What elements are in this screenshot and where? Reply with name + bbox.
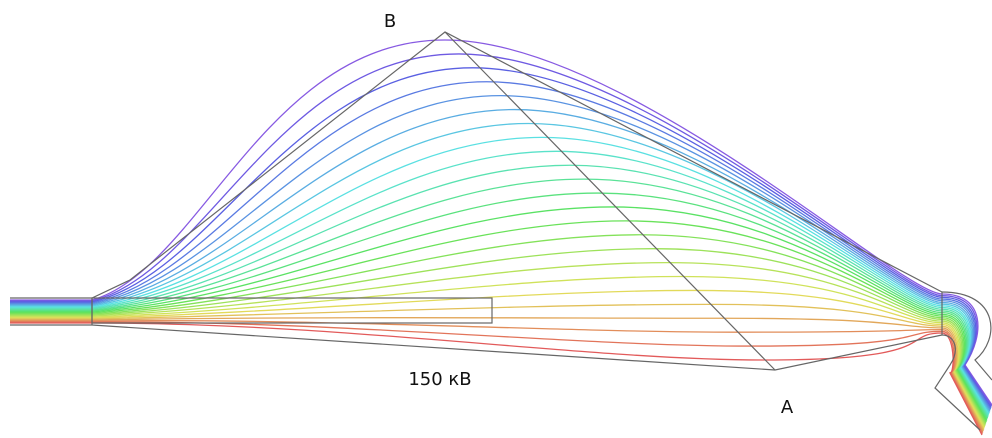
field-line <box>10 321 983 433</box>
field-lines <box>10 40 992 435</box>
inner-boundary <box>445 32 775 370</box>
field-line <box>10 290 984 428</box>
field-diagram: B 150 кВ A <box>0 0 992 438</box>
field-line <box>10 54 992 406</box>
outer-boundary-top <box>10 32 942 298</box>
field-line <box>10 323 982 435</box>
label-a: A <box>781 397 794 418</box>
field-line <box>10 221 986 422</box>
field-line <box>10 318 983 431</box>
field-line <box>10 40 992 405</box>
label-b: B <box>384 11 396 32</box>
field-line <box>10 96 990 411</box>
field-line <box>10 82 991 409</box>
field-line <box>10 322 982 434</box>
label-voltage: 150 кВ <box>408 369 471 390</box>
